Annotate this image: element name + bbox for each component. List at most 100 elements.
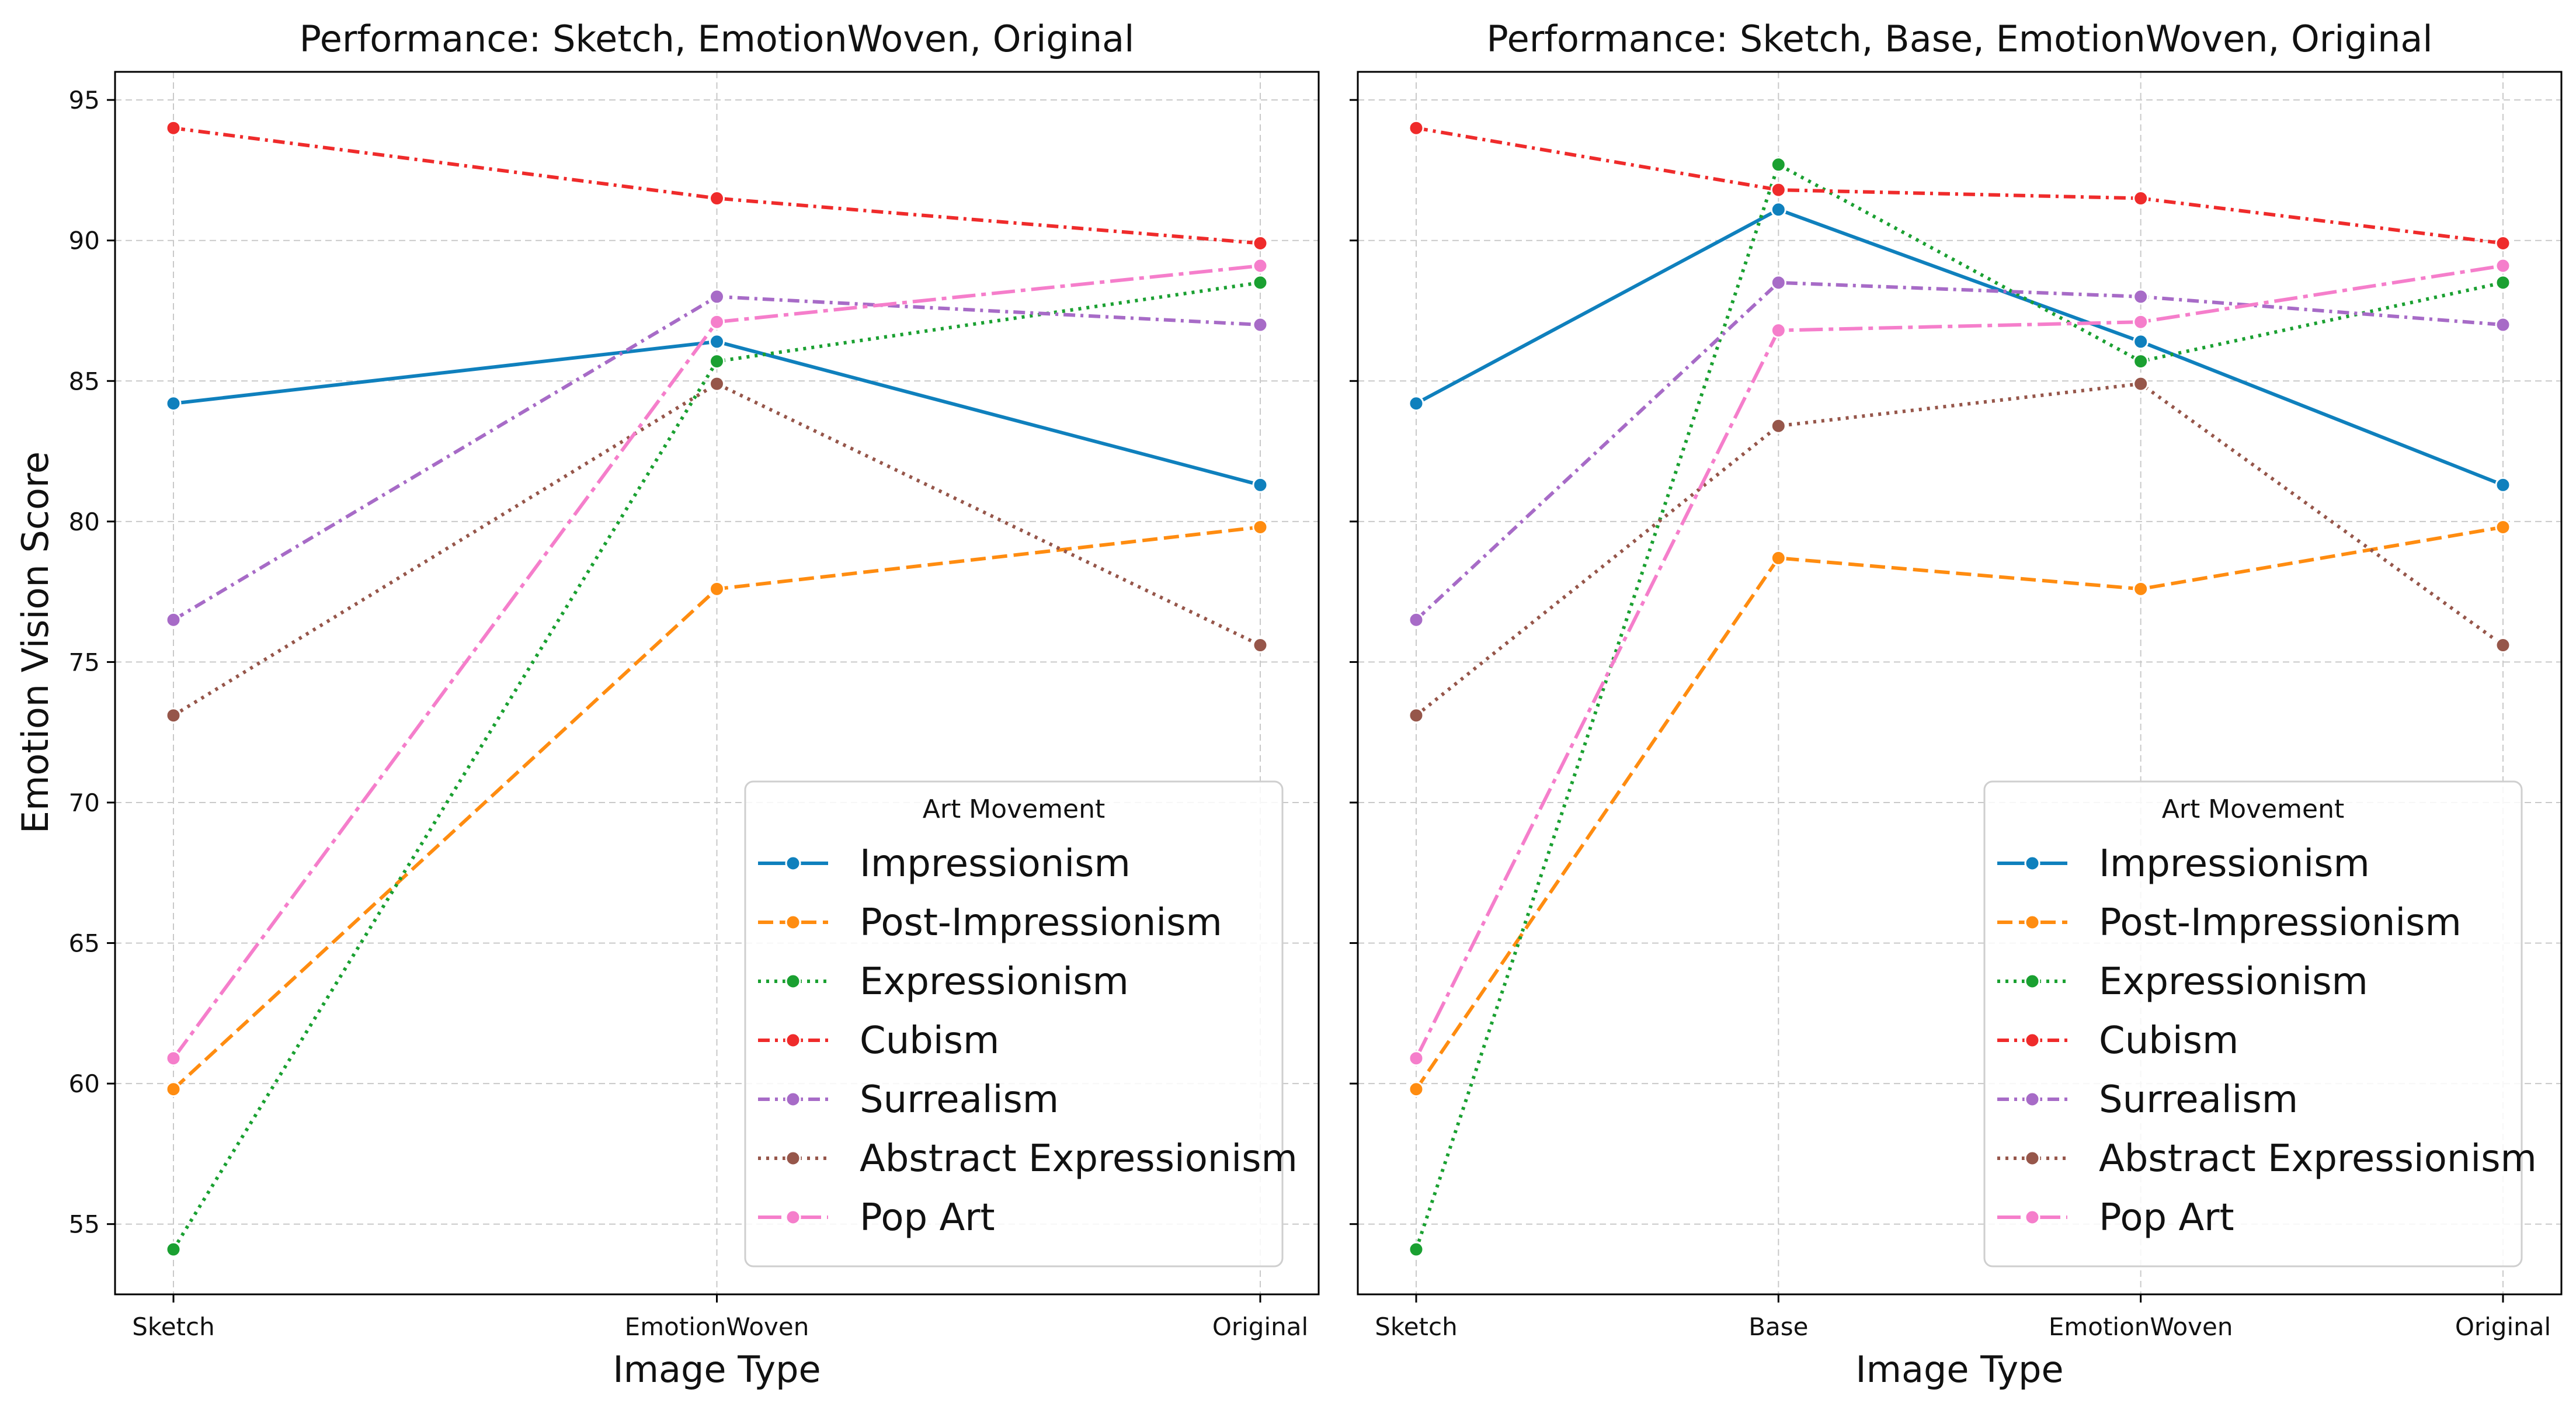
legend-marker bbox=[785, 1209, 801, 1225]
series-pop-art bbox=[165, 258, 1268, 1067]
data-point bbox=[165, 1241, 182, 1258]
legend-entry: Pop Art bbox=[1997, 1196, 2234, 1239]
legend-marker bbox=[2024, 1091, 2040, 1107]
data-point bbox=[2495, 275, 2511, 291]
data-point bbox=[1408, 1081, 1424, 1098]
y-tick-label: 70 bbox=[69, 789, 100, 817]
legend-box bbox=[1983, 780, 2523, 1267]
data-point bbox=[1252, 258, 1268, 274]
series-line bbox=[173, 126, 1261, 245]
data-point bbox=[709, 314, 725, 330]
legend-label: Impressionism bbox=[860, 842, 1131, 885]
x-tick-label: Original bbox=[2455, 1312, 2551, 1341]
y-tick-label: 65 bbox=[69, 929, 100, 958]
data-point bbox=[709, 190, 725, 207]
data-point bbox=[1770, 202, 1786, 218]
series-expressionism bbox=[165, 275, 1268, 1258]
legend-label: Surrealism bbox=[860, 1078, 1059, 1121]
legend-entry: Abstract Expressionism bbox=[1997, 1137, 2537, 1180]
y-tick-label: 55 bbox=[69, 1210, 100, 1239]
x-axis-label: Image Type bbox=[613, 1348, 821, 1391]
legend-entry: Surrealism bbox=[1997, 1078, 2298, 1121]
legend-marker bbox=[2024, 1209, 2040, 1225]
data-point bbox=[709, 289, 725, 305]
legend-label: Abstract Expressionism bbox=[860, 1137, 1298, 1180]
series-line bbox=[1415, 381, 2504, 717]
legend-entry: Cubism bbox=[758, 1019, 999, 1062]
y-tick-label: 80 bbox=[69, 508, 100, 536]
plot-frame bbox=[1357, 71, 2563, 1296]
legend-label: Expressionism bbox=[860, 960, 1129, 1003]
data-point bbox=[2495, 519, 2511, 535]
data-point bbox=[165, 612, 182, 628]
legend-marker bbox=[785, 1032, 801, 1048]
series-impressionism bbox=[165, 334, 1268, 493]
legend-label: Expressionism bbox=[2099, 960, 2368, 1003]
data-point bbox=[165, 1050, 182, 1067]
legend-entry: Abstract Expressionism bbox=[758, 1137, 1298, 1180]
data-point bbox=[1770, 418, 1786, 434]
data-point bbox=[2133, 376, 2149, 392]
data-point bbox=[165, 707, 182, 724]
data-point bbox=[1408, 120, 1424, 136]
chart-title: Performance: Sketch, EmotionWoven, Origi… bbox=[300, 18, 1135, 60]
data-point bbox=[709, 334, 725, 350]
data-point bbox=[1408, 1241, 1424, 1258]
legend-entry: Post-Impressionism bbox=[1997, 901, 2462, 944]
data-point bbox=[1770, 550, 1786, 566]
data-point bbox=[2495, 258, 2511, 274]
data-point bbox=[709, 581, 725, 597]
data-point bbox=[165, 395, 182, 412]
data-point bbox=[709, 353, 725, 370]
series-surrealism bbox=[1408, 275, 2511, 628]
series-line bbox=[1414, 525, 2504, 1091]
legend-title: Art Movement bbox=[2162, 794, 2345, 824]
legend-label: Surrealism bbox=[2099, 1078, 2298, 1121]
legend-label: Cubism bbox=[2099, 1019, 2238, 1062]
data-point bbox=[2133, 581, 2149, 597]
plot-frame bbox=[114, 71, 1320, 1296]
legend-label: Abstract Expressionism bbox=[2099, 1137, 2537, 1180]
legend-marker bbox=[785, 1091, 801, 1107]
legend-marker bbox=[785, 973, 801, 989]
y-tick-label: 90 bbox=[69, 227, 100, 255]
right-chart-panel: Sketch Base EmotionWoven Original Performanc… bbox=[1350, 18, 2563, 1391]
data-point bbox=[165, 120, 182, 136]
legend-label: Cubism bbox=[860, 1019, 999, 1062]
legend-entry: Expressionism bbox=[758, 960, 1129, 1003]
data-point bbox=[1408, 612, 1424, 628]
y-tick-label: 75 bbox=[69, 648, 100, 676]
legend: Art Movement Impressionism Post-Impression… bbox=[1983, 780, 2537, 1267]
legend-marker bbox=[2024, 855, 2040, 871]
data-point bbox=[709, 376, 725, 392]
legend-marker bbox=[2024, 1032, 2040, 1048]
legend-marker bbox=[785, 914, 801, 930]
data-point bbox=[2133, 353, 2149, 370]
data-point bbox=[1408, 395, 1424, 412]
legend-box bbox=[744, 780, 1284, 1267]
series-surrealism bbox=[165, 289, 1268, 628]
legend-label: Post-Impressionism bbox=[860, 901, 1222, 944]
data-point bbox=[1770, 157, 1786, 173]
legend-label: Pop Art bbox=[2099, 1196, 2234, 1239]
data-point bbox=[1770, 182, 1786, 198]
x-tick-label: Sketch bbox=[132, 1312, 215, 1341]
x-tick-label: EmotionWoven bbox=[625, 1312, 809, 1341]
series-line bbox=[172, 381, 1261, 717]
series-abstract-expressionism bbox=[1408, 376, 2511, 724]
data-point bbox=[1252, 519, 1268, 535]
series-expressionism bbox=[1408, 157, 2511, 1258]
series-pop-art bbox=[1408, 258, 2511, 1067]
x-tick-label: Sketch bbox=[1375, 1312, 1458, 1341]
legend-label: Impressionism bbox=[2099, 842, 2370, 885]
legend-marker bbox=[785, 1150, 801, 1166]
series-post-impressionism bbox=[1408, 519, 2511, 1098]
legend-marker bbox=[2024, 973, 2040, 989]
series-abstract-expressionism bbox=[165, 376, 1268, 724]
left-chart-panel: 55 60 65 70 75 80 85 90 95 Sketch EmotionWoven Orig… bbox=[69, 18, 1320, 1391]
data-point bbox=[2133, 314, 2149, 330]
legend: Art Movement Impressionism Post-Impression… bbox=[744, 780, 1298, 1267]
data-point bbox=[1770, 322, 1786, 339]
y-tick-label: 85 bbox=[69, 367, 100, 395]
